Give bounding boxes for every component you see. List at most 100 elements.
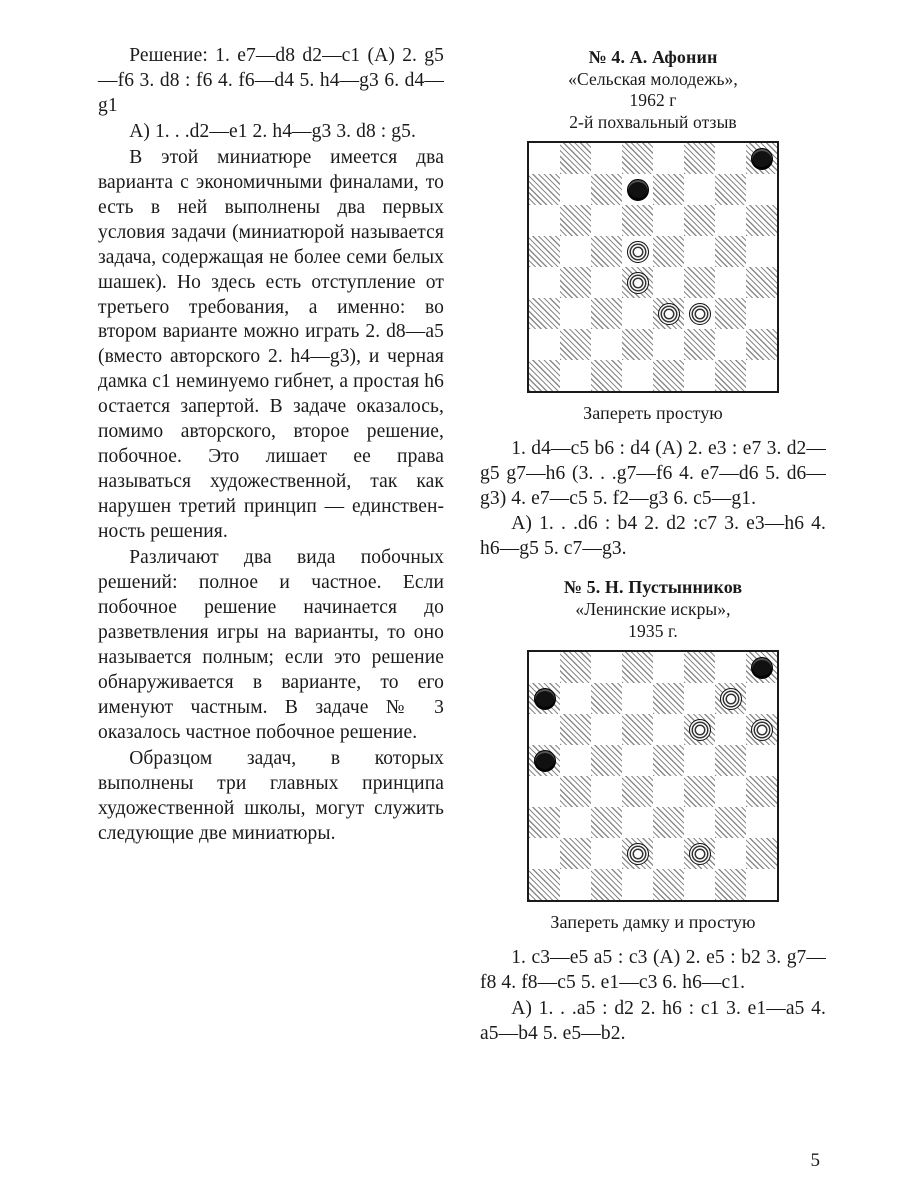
board-square bbox=[684, 807, 715, 838]
board-square bbox=[684, 838, 715, 869]
board-square bbox=[653, 745, 684, 776]
board-square bbox=[529, 869, 560, 900]
board-square bbox=[684, 683, 715, 714]
board-square bbox=[591, 360, 622, 391]
board-square bbox=[622, 838, 653, 869]
problem5-number: № 5. Н. Пустынников bbox=[480, 576, 826, 599]
board-square bbox=[591, 652, 622, 683]
board-square bbox=[622, 205, 653, 236]
board-square bbox=[746, 298, 777, 329]
problem5-source-1: «Ленинские искры», bbox=[480, 599, 826, 620]
board-square bbox=[746, 174, 777, 205]
board-square bbox=[622, 267, 653, 298]
paragraph-analysis-3: Образцом задач, в которых выполнены три … bbox=[98, 747, 444, 847]
board-square bbox=[622, 298, 653, 329]
board-square bbox=[746, 714, 777, 745]
board-square bbox=[715, 745, 746, 776]
problem4-heading: № 4. А. Афонин «Сельская молодежь», 1962… bbox=[480, 46, 826, 133]
board-row bbox=[529, 776, 777, 807]
board-square bbox=[622, 329, 653, 360]
board-row bbox=[529, 329, 777, 360]
board-square bbox=[591, 714, 622, 745]
board-square bbox=[622, 745, 653, 776]
board-square bbox=[653, 267, 684, 298]
black-piece-icon bbox=[751, 657, 773, 679]
board-square bbox=[591, 776, 622, 807]
board-square bbox=[622, 236, 653, 267]
white-piece-icon bbox=[720, 688, 742, 710]
board-square bbox=[715, 298, 746, 329]
page: Решение: 1. e7—d8 d2—c1 (A) 2. g5—f6 3. … bbox=[0, 0, 900, 1200]
board-square bbox=[560, 236, 591, 267]
board-square bbox=[529, 174, 560, 205]
board-row bbox=[529, 143, 777, 174]
white-piece-icon bbox=[689, 303, 711, 325]
problem5-source-2: 1935 г. bbox=[480, 621, 826, 642]
board-square bbox=[653, 838, 684, 869]
problem4-source-3: 2-й похвальный отзыв bbox=[480, 112, 826, 133]
board-square bbox=[560, 205, 591, 236]
white-piece-icon bbox=[658, 303, 680, 325]
board-square bbox=[529, 143, 560, 174]
board-square bbox=[653, 807, 684, 838]
problem4-board bbox=[527, 141, 779, 393]
board-square bbox=[746, 652, 777, 683]
board-square bbox=[622, 776, 653, 807]
board-square bbox=[529, 329, 560, 360]
paragraph-analysis-1: В этой миниатюре имеется два варианта с … bbox=[98, 146, 444, 545]
board-square bbox=[529, 236, 560, 267]
board-row bbox=[529, 174, 777, 205]
board-row bbox=[529, 838, 777, 869]
board-row bbox=[529, 807, 777, 838]
board-square bbox=[684, 745, 715, 776]
board-square bbox=[560, 776, 591, 807]
board-square bbox=[653, 360, 684, 391]
problem4-caption: Запереть простую bbox=[480, 403, 826, 425]
board-row bbox=[529, 298, 777, 329]
board-square bbox=[746, 329, 777, 360]
problem4-solution-main: 1. d4—c5 b6 : d4 (A) 2. e3 : e7 3. d2—g5… bbox=[480, 437, 826, 512]
board-square bbox=[684, 776, 715, 807]
white-piece-icon bbox=[627, 272, 649, 294]
board-square bbox=[684, 236, 715, 267]
board-square bbox=[684, 205, 715, 236]
board-row bbox=[529, 683, 777, 714]
black-piece-icon bbox=[534, 750, 556, 772]
board-square bbox=[715, 776, 746, 807]
board-row bbox=[529, 745, 777, 776]
board-square bbox=[746, 807, 777, 838]
board-square bbox=[684, 174, 715, 205]
board-square bbox=[684, 360, 715, 391]
board-square bbox=[684, 298, 715, 329]
white-piece-icon bbox=[689, 843, 711, 865]
page-number: 5 bbox=[811, 1150, 821, 1172]
board-square bbox=[653, 205, 684, 236]
board-square bbox=[622, 174, 653, 205]
board-square bbox=[746, 236, 777, 267]
board-square bbox=[529, 714, 560, 745]
board-square bbox=[653, 869, 684, 900]
board-square bbox=[715, 205, 746, 236]
board-square bbox=[684, 267, 715, 298]
board-row bbox=[529, 714, 777, 745]
problem4-source-1: «Сельская молодежь», bbox=[480, 69, 826, 90]
board-square bbox=[715, 714, 746, 745]
board-square bbox=[560, 869, 591, 900]
board-square bbox=[591, 807, 622, 838]
board-square bbox=[622, 143, 653, 174]
board-square bbox=[715, 652, 746, 683]
board-square bbox=[591, 745, 622, 776]
white-piece-icon bbox=[689, 719, 711, 741]
board-square bbox=[560, 807, 591, 838]
board-row bbox=[529, 205, 777, 236]
board-square bbox=[529, 745, 560, 776]
board-square bbox=[684, 714, 715, 745]
board-square bbox=[653, 143, 684, 174]
board-row bbox=[529, 869, 777, 900]
board-square bbox=[622, 869, 653, 900]
board-square bbox=[653, 714, 684, 745]
board-row bbox=[529, 267, 777, 298]
problem5-board-wrap bbox=[480, 650, 826, 908]
board-square bbox=[529, 205, 560, 236]
board-square bbox=[560, 745, 591, 776]
